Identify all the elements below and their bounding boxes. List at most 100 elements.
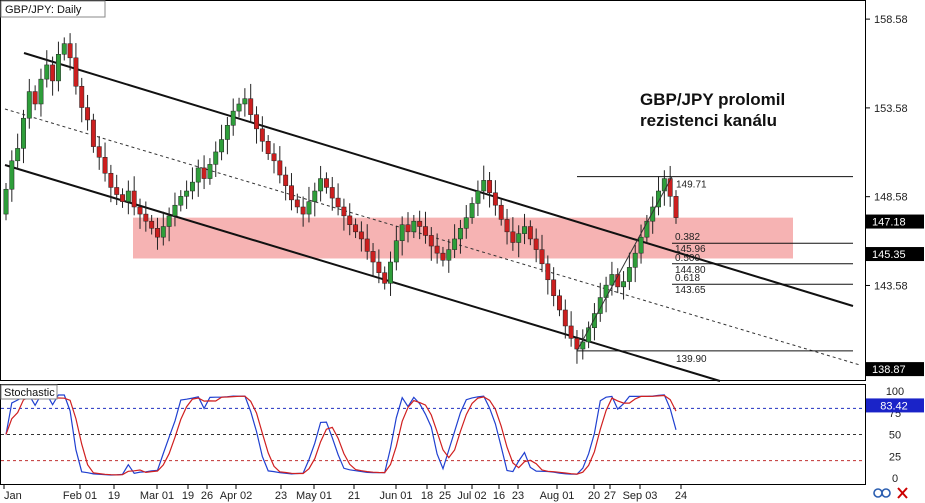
- candle: [120, 188, 125, 208]
- candlesticks: [3, 33, 679, 364]
- candle: [673, 190, 679, 224]
- svg-text:145.35: 145.35: [872, 249, 906, 261]
- candle: [562, 299, 568, 339]
- candle: [85, 94, 91, 131]
- time-tick-label: Jul 02: [457, 490, 486, 502]
- candle: [32, 85, 38, 111]
- candle: [265, 135, 271, 160]
- time-tick-label: Aug 01: [540, 490, 575, 502]
- candle: [178, 190, 184, 212]
- candle: [411, 214, 417, 239]
- candle: [452, 224, 458, 258]
- candle: [388, 251, 393, 296]
- price-tags: 147.18 145.35 138.87: [866, 214, 924, 377]
- price-tag: 147.18: [866, 214, 924, 229]
- fib-high-label: 149.71: [676, 180, 707, 191]
- candle: [504, 208, 510, 245]
- symbol-label: GBP/JPY: Daily: [5, 4, 82, 16]
- candle: [277, 146, 283, 184]
- candle: [545, 255, 551, 295]
- link-icon[interactable]: [873, 488, 891, 498]
- time-tick-label: 23: [275, 490, 287, 502]
- candle: [667, 165, 673, 207]
- time-tick-label: Sep 03: [623, 490, 658, 502]
- price-tick-label: 143.58: [874, 280, 908, 292]
- candle: [539, 234, 545, 273]
- candle: [312, 182, 318, 217]
- candle: [213, 141, 219, 177]
- candle: [382, 266, 388, 290]
- time-tick-label: 21: [348, 490, 360, 502]
- price-axis: 158.58 153.58 148.58 143.58: [865, 14, 908, 292]
- candle: [353, 218, 359, 239]
- candle: [423, 211, 428, 244]
- resistance-zone: [133, 217, 793, 259]
- candle: [254, 106, 259, 144]
- symbol-label-box: [0, 0, 106, 18]
- candle: [61, 37, 67, 61]
- stochastic-tick-label: 50: [889, 430, 901, 442]
- time-tick-label: Feb 01: [63, 490, 97, 502]
- candle: [73, 43, 79, 95]
- candle: [335, 183, 341, 216]
- stochastic-d-line: [5, 394, 677, 476]
- close-icon[interactable]: [897, 487, 908, 499]
- candle: [638, 224, 644, 264]
- stochastic-label-box: [0, 384, 58, 400]
- candle: [522, 213, 527, 245]
- price-tag: 138.87: [866, 362, 924, 377]
- candle: [184, 180, 190, 209]
- headline-line-2: rezistenci kanálu: [640, 111, 777, 130]
- stochastic-tick-label: 0: [892, 473, 898, 485]
- candle: [79, 77, 85, 123]
- svg-text:147.18: 147.18: [872, 217, 906, 229]
- candle: [172, 192, 178, 227]
- candle: [219, 124, 225, 161]
- candle: [55, 41, 61, 92]
- candle: [166, 207, 172, 242]
- candle: [224, 116, 230, 155]
- candle: [207, 158, 213, 185]
- time-tick-label: Apr 02: [220, 490, 252, 502]
- main-panel-frame: [0, 0, 866, 381]
- time-tick-label: 19: [108, 490, 120, 502]
- time-tick-label: 24: [675, 490, 687, 502]
- time-tick-label: 26: [201, 490, 213, 502]
- fib-low-label: 139.90: [676, 354, 707, 365]
- time-tick-label: Mar 01: [140, 490, 174, 502]
- candle: [557, 289, 562, 317]
- svg-text:83.42: 83.42: [880, 400, 908, 412]
- candle: [481, 165, 487, 200]
- candle: [469, 197, 475, 224]
- price-tag: 145.35: [866, 247, 924, 262]
- candle: [574, 330, 580, 364]
- candle: [527, 220, 533, 246]
- headline-line-1: GBP/JPY prolomil: [640, 90, 785, 109]
- candle: [160, 211, 166, 246]
- candle: [621, 271, 627, 300]
- candle: [318, 165, 324, 202]
- candle: [516, 225, 522, 258]
- candle: [201, 155, 207, 190]
- candle: [114, 174, 120, 206]
- candle: [358, 221, 364, 252]
- candle: [108, 164, 114, 203]
- candle: [155, 217, 160, 250]
- fib-level-price: 143.65: [675, 285, 706, 296]
- candle: [417, 210, 423, 240]
- candle: [271, 143, 277, 174]
- candle: [644, 214, 650, 244]
- fib-level-price: 145.96: [675, 244, 706, 255]
- fib-level-ratio: 0.500: [675, 253, 700, 264]
- candle: [236, 97, 242, 118]
- candle: [248, 83, 254, 123]
- candle: [323, 172, 329, 194]
- candle: [21, 109, 26, 164]
- time-tick-label: Jan: [4, 490, 22, 502]
- candle: [446, 239, 452, 273]
- time-tick-label: 20: [588, 490, 600, 502]
- candle: [137, 198, 143, 229]
- candle: [364, 224, 370, 260]
- candle: [498, 198, 504, 226]
